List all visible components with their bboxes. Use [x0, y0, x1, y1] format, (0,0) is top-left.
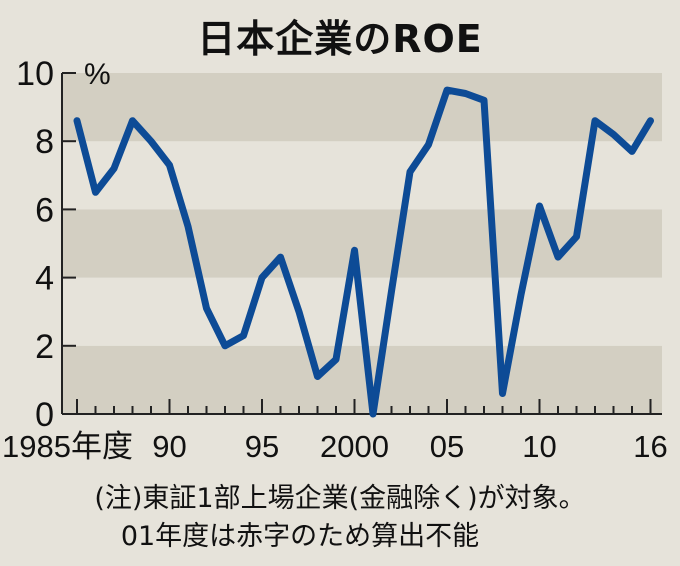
x-tick-label: 10: [522, 429, 556, 464]
band-4-6: [62, 209, 662, 278]
y-tick-label: 4: [35, 260, 54, 298]
y-tick-label: 0: [35, 396, 54, 434]
note-line-2: 01年度は赤字のため算出不能: [120, 521, 480, 552]
x-tick-label: 90: [152, 429, 186, 464]
band-6-8: [62, 141, 662, 210]
background-bands: [62, 73, 662, 414]
y-tick-label: 10: [16, 55, 54, 93]
x-tick-label: 05: [430, 429, 464, 464]
x-tick-label: 1985年度: [2, 429, 133, 464]
y-tick-label: 6: [35, 191, 54, 229]
y-axis: 0 2 4 6 8 10: [16, 55, 76, 434]
note-line-1: (注)東証1部上場企業(金融除く)が対象。: [94, 483, 586, 514]
y-tick-label: 8: [35, 123, 54, 161]
x-tick-label: 2000: [320, 429, 389, 464]
chart-title: 日本企業のROE: [197, 17, 483, 61]
x-tick-label: 95: [245, 429, 279, 464]
roe-series-line: [73, 86, 654, 418]
band-0-2: [62, 345, 662, 414]
y-tick-label: 2: [35, 328, 54, 366]
x-axis: 1985年度 90 95 2000 05 10 16: [2, 399, 668, 464]
x-tick-label: 16: [633, 429, 667, 464]
band-8-10: [62, 73, 662, 142]
y-unit-label: %: [84, 58, 111, 91]
